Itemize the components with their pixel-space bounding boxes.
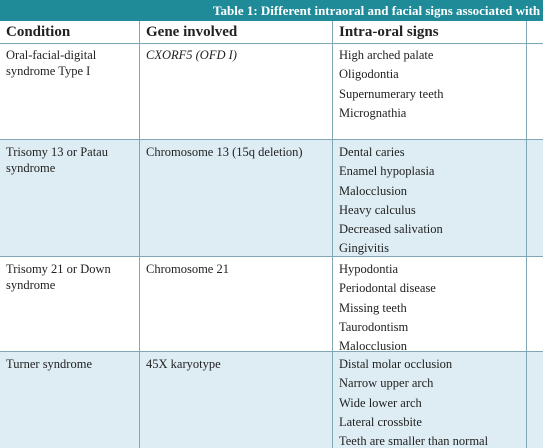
sign-item: Lateral crossbite: [339, 414, 422, 429]
gene-cell: Chromosome 21: [140, 257, 333, 351]
sign-item: Enamel hypoplasia: [339, 164, 435, 179]
sign-item: Narrow upper arch: [339, 376, 434, 391]
table-title: Table 1: Different intraoral and facial …: [213, 3, 541, 18]
sign-item: Malocclusion: [339, 183, 408, 198]
table-row: Oral-facial-digital syndrome Type I CXORF…: [0, 43, 543, 140]
sign-item: Distal molar occlusion: [339, 357, 453, 371]
cropped-cell: [527, 43, 543, 139]
sign-item: Dental caries: [339, 145, 405, 159]
signs-cell: Dental caries Enamel hypoplasia Malocclusi…: [333, 140, 527, 256]
condition-cell: Trisomy 13 or Patau syndrome: [0, 140, 140, 256]
sign-item: Heavy calculus: [339, 202, 416, 217]
cropped-cell: [527, 257, 543, 351]
header-cell: [527, 21, 543, 43]
signs-cell: High arched palate Oligodontia Supernumera…: [333, 43, 527, 139]
sign-item: Hypodontia: [339, 262, 399, 276]
cropped-cell: [527, 352, 543, 448]
table-row: Turner syndrome 45X karyotype Distal molar…: [0, 352, 543, 448]
table-row: Trisomy 13 or Patau syndrome Chromosome 1…: [0, 140, 543, 257]
condition-cell: Oral-facial-digital syndrome Type I: [0, 43, 140, 139]
sign-item: Wide lower arch: [339, 395, 422, 410]
gene-cell: 45X karyotype: [140, 352, 333, 448]
header-row: Condition Gene involved Intra-oral signs: [0, 21, 543, 44]
sign-item: Gingivitis: [339, 241, 390, 256]
sign-item: Oligodontia: [339, 67, 399, 82]
sign-item: Malocclusion: [339, 339, 408, 354]
sign-item: Periodontal disease: [339, 281, 436, 296]
sign-item: Missing teeth: [339, 300, 407, 315]
cropped-cell: [527, 140, 543, 256]
table-row: Trisomy 21 or Down syndrome Chromosome 21…: [0, 257, 543, 353]
signs-cell: Hypodontia Periodontal disease Missing tee…: [333, 257, 527, 353]
sign-item: Micrognathia: [339, 105, 407, 120]
header-cell: Gene involved: [140, 21, 333, 43]
table-title-bar: Table 1: Different intraoral and facial …: [0, 0, 543, 21]
gene-cell: CXORF5 (OFD I): [140, 43, 333, 139]
header-cell: Intra-oral signs: [333, 21, 527, 43]
sign-item: Teeth are smaller than normal: [339, 434, 489, 448]
sign-item: High arched palate: [339, 48, 434, 62]
signs-cell: Distal molar occlusion Narrow upper arch W…: [333, 352, 527, 448]
sign-item: Decreased salivation: [339, 222, 443, 237]
condition-cell: Trisomy 21 or Down syndrome: [0, 257, 140, 351]
gene-cell: Chromosome 13 (15q deletion): [140, 140, 333, 256]
condition-cell: Turner syndrome: [0, 352, 140, 448]
sign-item: Supernumerary teeth: [339, 86, 444, 101]
sign-item: Taurodontism: [339, 319, 409, 334]
header-cell: Condition: [0, 21, 140, 43]
